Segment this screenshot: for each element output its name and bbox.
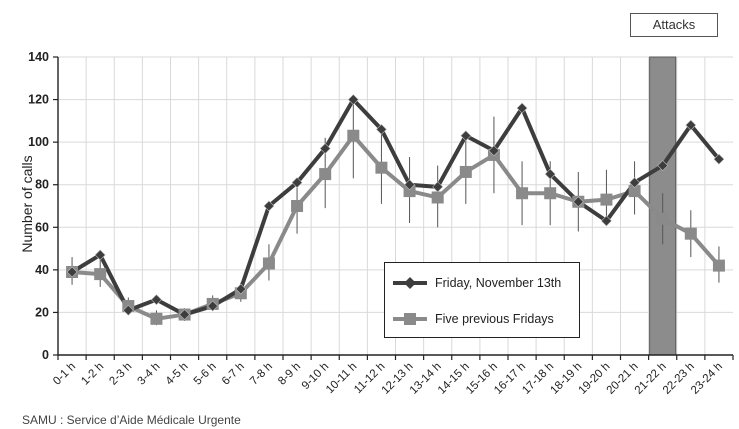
point-previous-fridays bbox=[375, 161, 388, 174]
point-friday-nov13 bbox=[207, 300, 219, 312]
y-tick-label: 80 bbox=[35, 178, 49, 192]
point-friday-nov13 bbox=[179, 309, 190, 320]
chart-legend: Friday, November 13th Five previous Frid… bbox=[384, 262, 580, 338]
y-tick-label: 0 bbox=[42, 348, 49, 362]
legend-item-friday: Friday, November 13th bbox=[393, 275, 561, 291]
point-friday-nov13 bbox=[685, 119, 697, 131]
point-previous-fridays bbox=[150, 312, 163, 325]
legend-label-previous: Five previous Fridays bbox=[435, 312, 554, 326]
legend-label-friday: Friday, November 13th bbox=[435, 276, 562, 290]
point-previous-fridays bbox=[712, 259, 725, 272]
point-friday-nov13 bbox=[713, 153, 725, 165]
point-previous-fridays bbox=[628, 185, 641, 198]
point-friday-nov13 bbox=[376, 123, 387, 135]
legend-swatch-friday bbox=[393, 275, 427, 291]
x-tick-labels: 0-1 h 1-2 h 2-3 h 3-4 h 4-5 h 5-6 h 6-7 h 7-8 h… bbox=[51, 361, 725, 397]
point-friday-nov13 bbox=[488, 145, 500, 157]
point-friday-nov13 bbox=[291, 177, 303, 189]
y-axis-label: Number of calls bbox=[19, 155, 35, 253]
series-markers bbox=[66, 94, 725, 325]
point-previous-fridays bbox=[94, 268, 107, 281]
x-tick-label: 0-1 h bbox=[51, 361, 78, 388]
point-friday-nov13 bbox=[66, 266, 78, 278]
point-friday-nov13 bbox=[404, 179, 415, 191]
x-tick-label: 5-6 h bbox=[192, 361, 219, 388]
point-friday-nov13 bbox=[629, 177, 640, 189]
point-previous-fridays bbox=[684, 227, 697, 240]
point-friday-nov13 bbox=[572, 196, 584, 208]
point-previous-fridays bbox=[544, 187, 557, 200]
legend-swatch-previous bbox=[393, 311, 427, 327]
point-previous-fridays bbox=[459, 165, 472, 178]
point-previous-fridays bbox=[600, 193, 613, 206]
point-friday-nov13 bbox=[347, 94, 359, 105]
attacks-annotation: Attacks bbox=[630, 13, 718, 37]
point-friday-nov13 bbox=[263, 200, 275, 212]
point-friday-nov13 bbox=[460, 130, 472, 142]
point-previous-fridays bbox=[431, 191, 444, 204]
x-tick-label: 4-5 h bbox=[164, 361, 191, 388]
y-tick-label: 100 bbox=[28, 135, 49, 149]
point-friday-nov13 bbox=[432, 181, 444, 193]
point-friday-nov13 bbox=[235, 283, 247, 295]
x-tick-label: 6-7 h bbox=[220, 361, 247, 388]
y-tick-label: 20 bbox=[35, 305, 49, 319]
x-tick-label: 3-4 h bbox=[136, 361, 163, 388]
x-tick-label: 23-24 h bbox=[689, 361, 725, 397]
point-friday-nov13 bbox=[544, 168, 556, 180]
y-tick-label: 40 bbox=[35, 263, 49, 277]
legend-item-previous: Five previous Fridays bbox=[393, 311, 554, 327]
point-previous-fridays bbox=[516, 187, 529, 200]
point-friday-nov13 bbox=[319, 143, 331, 154]
point-friday-nov13 bbox=[94, 249, 106, 261]
x-tick-label: 2-3 h bbox=[107, 361, 134, 388]
point-friday-nov13 bbox=[122, 304, 134, 316]
point-friday-nov13 bbox=[601, 215, 612, 227]
point-previous-fridays bbox=[656, 212, 669, 225]
y-tick-label: 120 bbox=[28, 93, 49, 107]
point-previous-fridays bbox=[403, 185, 416, 198]
y-tick-label: 60 bbox=[35, 220, 49, 234]
point-previous-fridays bbox=[291, 200, 304, 212]
chart-axes bbox=[53, 56, 734, 360]
point-friday-nov13 bbox=[657, 160, 669, 171]
point-previous-fridays bbox=[262, 257, 275, 270]
x-tick-label: 1-2 h bbox=[79, 361, 106, 388]
point-previous-fridays bbox=[319, 168, 332, 181]
point-friday-nov13 bbox=[516, 102, 528, 114]
point-previous-fridays bbox=[347, 129, 360, 142]
y-tick-labels: 0 20 40 60 80 100 120 140 bbox=[28, 50, 49, 362]
source-note: SAMU : Service d’Aide Médicale Urgente bbox=[22, 413, 241, 427]
x-tick-label: 7-8 h bbox=[248, 361, 275, 388]
point-friday-nov13 bbox=[151, 294, 162, 306]
y-tick-label: 140 bbox=[28, 50, 49, 64]
